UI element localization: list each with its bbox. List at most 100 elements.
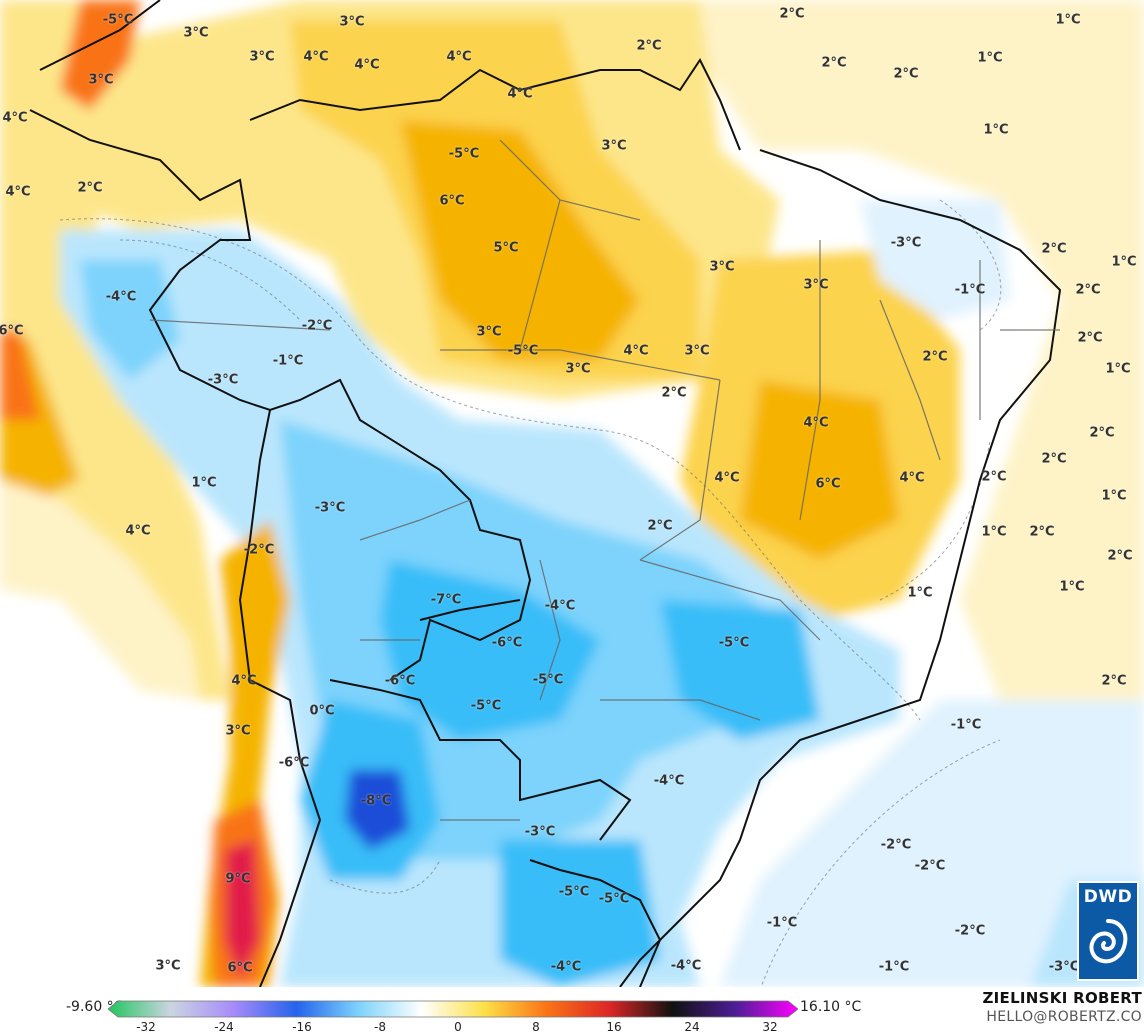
temperature-label: -5°C (718, 635, 750, 651)
temperature-label: -3°C (890, 235, 922, 251)
map-canvas (0, 0, 1144, 987)
temperature-label: 2°C (1075, 282, 1101, 298)
author-email: HELLO@ROBERTZ.CO (986, 1009, 1142, 1025)
temperature-label: -7°C (430, 592, 462, 608)
temperature-label: -1°C (878, 959, 910, 975)
temperature-label: -1°C (766, 915, 798, 931)
temperature-label: -3°C (1048, 959, 1080, 975)
scale-max-label: 16.10 °C (800, 999, 862, 1015)
temperature-label: 2°C (1029, 524, 1055, 540)
temperature-label: 2°C (636, 38, 662, 54)
temperature-label: 3°C (155, 958, 181, 974)
temperature-label: 2°C (647, 518, 673, 534)
colorbar-tick-label: -32 (136, 1020, 156, 1034)
temperature-label: 3°C (565, 361, 591, 377)
temperature-label: 4°C (446, 49, 472, 65)
temperature-map[interactable]: -5°C 3°C 3°C 4°C 3°C 3°C 4°C 4°C 4°C 2°C 2°C 2°C 2°C… (0, 0, 1144, 987)
footer: -9.60 °C -32 -24 -16 -8 0 8 16 24 32 16.10 °C ZI… (0, 987, 1144, 1035)
temperature-label: 1°C (981, 524, 1007, 540)
temperature-label: -2°C (301, 318, 333, 334)
state-borders (149, 139, 1060, 821)
temperature-label: 2°C (1077, 330, 1103, 346)
temperature-label: -5°C (507, 343, 539, 359)
temperature-label: 2°C (821, 55, 847, 71)
temperature-label: 4°C (2, 110, 28, 126)
temperature-label: 2°C (1089, 425, 1115, 441)
colorbar-tick-label: 8 (532, 1020, 540, 1034)
temperature-label: 4°C (899, 470, 925, 486)
temperature-label: -6°C (384, 673, 416, 689)
country-borders (29, 0, 1062, 987)
temperature-label: 4°C (714, 470, 740, 486)
temperature-label: -2°C (954, 923, 986, 939)
dwd-swirl-icon (1089, 919, 1128, 964)
temperature-label: -3°C (207, 372, 239, 388)
temperature-label: 3°C (684, 343, 710, 359)
colorbar-tick-label: 0 (454, 1020, 462, 1034)
temperature-label: 3°C (803, 277, 829, 293)
temperature-label: 6°C (0, 323, 24, 339)
temperature-label: 2°C (77, 180, 103, 196)
temperature-label: 2°C (1107, 548, 1133, 564)
temperature-label: 1°C (907, 585, 933, 601)
temperature-label: 1°C (1055, 12, 1081, 28)
dwd-logo: DWD (1077, 881, 1139, 981)
temperature-label: -5°C (470, 698, 502, 714)
temperature-label: 2°C (1041, 241, 1067, 257)
temperature-label: -2°C (914, 858, 946, 874)
temperature-label: -1°C (950, 717, 982, 733)
temperature-label: 4°C (231, 673, 257, 689)
colorbar-tick-label: -8 (374, 1020, 386, 1034)
temperature-label: -8°C (360, 793, 392, 809)
temperature-label: 1°C (1101, 488, 1127, 504)
colorbar-tick-label: -16 (292, 1020, 312, 1034)
temperature-label: 6°C (439, 193, 465, 209)
temperature-label: -4°C (544, 598, 576, 614)
colorbar-tick-label: 32 (762, 1020, 778, 1034)
temperature-label: 2°C (1101, 673, 1127, 689)
temperature-label: 5°C (493, 240, 519, 256)
temperature-label: 3°C (601, 138, 627, 154)
temperature-label: 4°C (623, 343, 649, 359)
temperature-label: 1°C (1105, 361, 1131, 377)
temperature-label: 1°C (1059, 579, 1085, 595)
colorbar-tick-label: 16 (606, 1020, 622, 1034)
temperature-label: 3°C (709, 259, 735, 275)
colorbar (108, 1000, 798, 1018)
temperature-label: -1°C (272, 353, 304, 369)
temperature-label: 6°C (815, 476, 841, 492)
temperature-label: 4°C (5, 184, 31, 200)
temperature-label: -4°C (653, 773, 685, 789)
temperature-label: 4°C (803, 415, 829, 431)
temperature-label: -5°C (448, 146, 480, 162)
temperature-label: -3°C (524, 824, 556, 840)
temperature-label: 4°C (507, 86, 533, 102)
temperature-label: -4°C (670, 958, 702, 974)
temperature-label: -4°C (550, 959, 582, 975)
temperature-label: 3°C (225, 723, 251, 739)
temperature-label: -2°C (880, 837, 912, 853)
colorbar-gradient (108, 1000, 798, 1018)
temperature-label: 3°C (88, 72, 114, 88)
temperature-label: 2°C (981, 469, 1007, 485)
temperature-label: 2°C (893, 66, 919, 82)
temperature-label: 1°C (1111, 254, 1137, 270)
temperature-label: 3°C (183, 25, 209, 41)
temperature-label: 3°C (476, 324, 502, 340)
temperature-label: -3°C (314, 500, 346, 516)
temperature-label: -5°C (558, 884, 590, 900)
temperature-fields (0, 0, 1144, 987)
temperature-label: 1°C (977, 50, 1003, 66)
author-name: ZIELINSKI ROBERT (982, 989, 1142, 1007)
temperature-label: 4°C (303, 49, 329, 65)
temperature-label: 2°C (922, 349, 948, 365)
temperature-label: 1°C (983, 122, 1009, 138)
temperature-label: 2°C (661, 385, 687, 401)
temperature-label: -5°C (532, 672, 564, 688)
temperature-label: -5°C (102, 12, 134, 28)
temperature-label: -6°C (491, 635, 523, 651)
temperature-label: -1°C (954, 282, 986, 298)
temperature-label: 2°C (1041, 451, 1067, 467)
temperature-label: 2°C (779, 6, 805, 22)
temperature-label: 4°C (354, 57, 380, 73)
